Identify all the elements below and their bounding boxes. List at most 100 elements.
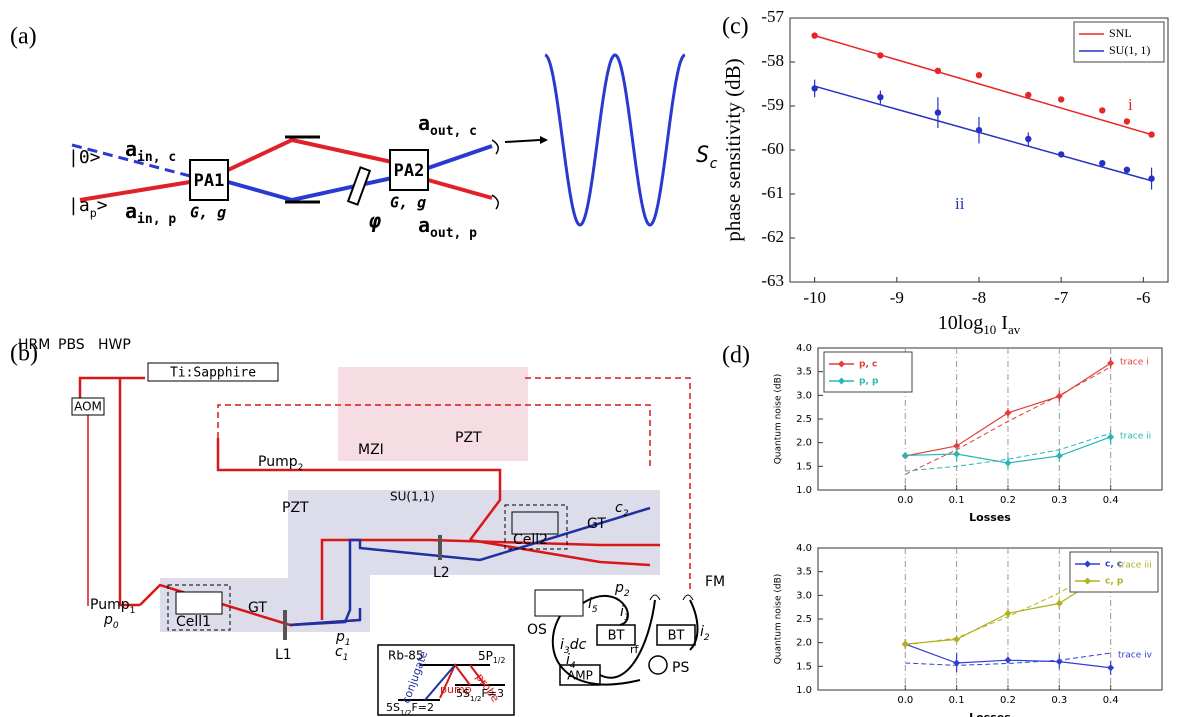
marker <box>1057 151 1065 158</box>
component-label: PS <box>672 660 689 676</box>
marker <box>811 85 818 92</box>
component-label: rf <box>630 643 640 656</box>
text-part: c <box>335 644 343 660</box>
y-tick-label: 2.0 <box>796 638 812 649</box>
x-tick-label: -10 <box>803 288 826 307</box>
component-label: p0 <box>103 612 119 631</box>
annotation: trace i <box>1120 358 1149 368</box>
component-label: FM <box>705 574 725 590</box>
marker <box>1057 96 1065 103</box>
fit-line <box>814 85 1152 182</box>
y-tick-label: -60 <box>761 139 784 158</box>
beam <box>427 144 493 170</box>
marker <box>1148 175 1155 182</box>
text-part: a <box>125 137 137 161</box>
component-label: Cell2 <box>513 532 548 548</box>
y-tick-label: 3.5 <box>796 367 812 378</box>
x-tick-label: 0.2 <box>1000 495 1016 506</box>
text-part: 0 <box>113 621 119 631</box>
component-label: OS <box>527 622 547 638</box>
text-part: 5 <box>592 605 598 615</box>
marker <box>975 127 983 134</box>
transition <box>469 664 486 686</box>
x-tick-label: 0.4 <box>1103 695 1119 706</box>
marker <box>1004 656 1012 664</box>
text-part: I <box>996 312 1008 334</box>
text-part: F=2 <box>411 701 434 714</box>
x-tick-label: 0.2 <box>1000 695 1016 706</box>
y-tick-label: 3.0 <box>796 390 812 401</box>
marker <box>1025 135 1032 143</box>
mode-label: ain, p <box>125 199 176 228</box>
oscilloscope <box>534 589 584 617</box>
chart: -63 -62 -61 -60 -59 -58 -57 -10 -9 -8 -7 -6 phase se… <box>721 7 1169 337</box>
legend-label: SU(1, 1) <box>1109 43 1150 57</box>
chart: 1.0 1.5 2.0 2.5 3.0 3.5 4.0 0.0 0.1 0.2 0.3 0.4 Quan… <box>774 543 1163 717</box>
pa-label: PA1 <box>194 171 225 191</box>
y-tick-label: 4.0 <box>796 343 812 354</box>
panel-label: (d) <box>722 343 750 369</box>
marker <box>1107 433 1115 441</box>
text-part: 2 <box>704 633 710 643</box>
component-label: PBS <box>58 337 85 353</box>
mode-label: aout, p <box>418 213 477 242</box>
legend-marker <box>838 360 845 368</box>
y-tick-label: 2.0 <box>796 438 812 449</box>
y-tick-label: 1.0 <box>796 485 812 496</box>
marker <box>1004 409 1012 417</box>
component-label: p2 <box>614 580 630 599</box>
x-axis-label: Losses <box>969 711 1011 717</box>
x-tick-label: -7 <box>1054 288 1069 307</box>
text-part: > <box>97 195 108 216</box>
marker <box>1055 392 1063 400</box>
annotation: ii <box>955 194 965 213</box>
y-tick-label: -59 <box>761 95 784 114</box>
marker <box>901 451 909 459</box>
annotation: trace iv <box>1118 651 1153 661</box>
component-label: Ti:Sapphire <box>170 366 256 381</box>
component-label: i1 <box>620 604 630 623</box>
beam <box>118 378 140 607</box>
x-tick-label: -8 <box>972 288 986 307</box>
diagram-b: HRM PBS HWP Ti:Sapphire AOM MZI PZT Pump… <box>18 337 725 717</box>
text-part: a <box>418 213 430 237</box>
gain-label: G, g <box>190 204 226 222</box>
theory-line <box>905 652 1111 666</box>
text-part: i <box>560 637 564 653</box>
marker <box>934 67 942 75</box>
y-axis-label: Quantum noise (dB) <box>774 374 784 465</box>
text-part: 5S <box>386 701 400 714</box>
legend-label: SNL <box>1109 26 1132 40</box>
component-label: Cell1 <box>176 614 211 630</box>
text-part: out, p <box>430 226 477 241</box>
x-tick-label: 0.3 <box>1051 695 1067 706</box>
marker <box>953 635 961 643</box>
marker <box>1148 131 1155 138</box>
y-tick-label: 1.5 <box>796 461 812 472</box>
text-part: a <box>125 199 137 223</box>
component-label: SU(1,1) <box>390 490 435 504</box>
legend-label: p, c <box>859 360 877 370</box>
text-part: out, c <box>430 124 477 139</box>
text-part: 1/2 <box>400 708 412 717</box>
x-tick-label: 0.1 <box>949 495 965 506</box>
state-label: |ap> <box>68 195 108 220</box>
panel-label: (a) <box>10 24 37 50</box>
x-axis-label: Losses <box>969 511 1011 524</box>
state-label: |0> <box>68 147 101 168</box>
text-part: av <box>1008 322 1021 337</box>
level-label: 5S1/2F=2 <box>386 701 434 717</box>
marker <box>1099 107 1106 114</box>
y-tick-label: 3.5 <box>796 567 812 578</box>
pa-label: PA2 <box>394 161 425 181</box>
marker <box>1055 599 1063 607</box>
text-part: p <box>103 612 113 628</box>
marker <box>811 32 818 39</box>
component-label: L2 <box>433 565 450 581</box>
beam <box>227 137 393 172</box>
annotation: trace ii <box>1120 432 1151 442</box>
component-label: c1 <box>335 644 349 663</box>
text-part: c <box>709 156 718 172</box>
beam <box>289 506 651 627</box>
